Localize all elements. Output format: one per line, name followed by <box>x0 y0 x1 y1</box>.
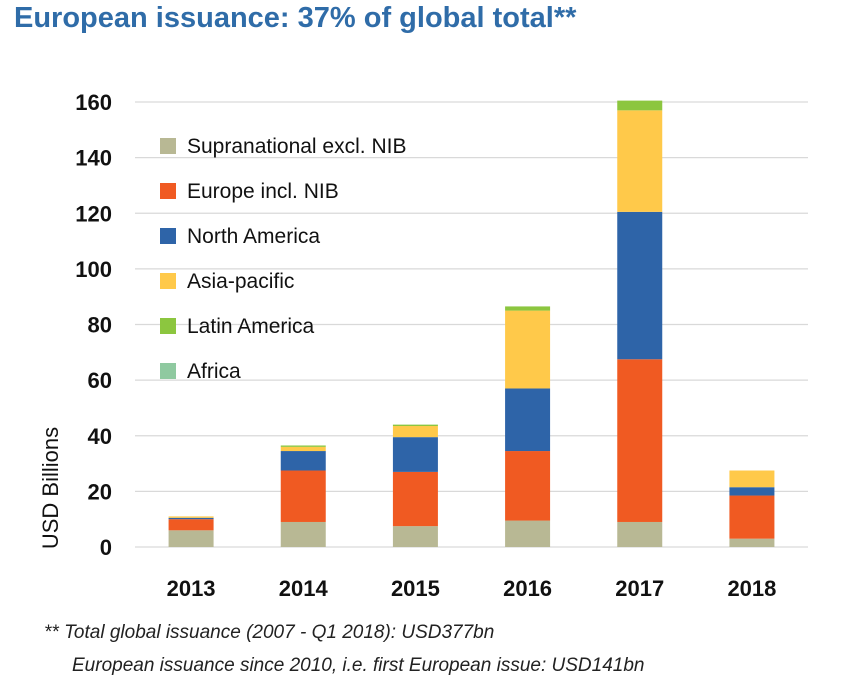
bar-segment <box>505 451 551 521</box>
y-tick-label: 120 <box>75 201 112 226</box>
bars <box>168 100 775 547</box>
x-tick-label: 2016 <box>503 576 552 601</box>
legend-label: North America <box>187 225 320 248</box>
bar-segment <box>505 388 551 452</box>
bar-segment <box>392 424 438 427</box>
footnote-2: European issuance since 2010, i.e. first… <box>72 655 645 676</box>
y-axis-tick-labels: 0 20 40 60 80 100 120 140 160 <box>75 90 112 560</box>
bar-segment <box>392 437 438 472</box>
bar-segment <box>168 519 214 531</box>
bar-segment <box>505 520 551 547</box>
x-tick-label: 2015 <box>391 576 440 601</box>
bar-segment <box>729 470 775 488</box>
legend-label: Supranational excl. NIB <box>187 135 406 158</box>
bar-segment <box>617 100 663 111</box>
legend-label: Europe incl. NIB <box>187 180 339 203</box>
legend-label: Africa <box>187 360 241 383</box>
bar-segment <box>280 470 326 522</box>
bar-segment <box>729 487 775 496</box>
bar-segment <box>392 471 438 527</box>
gridlines <box>135 101 808 548</box>
bar-segment <box>392 426 438 438</box>
x-tick-label: 2013 <box>167 576 216 601</box>
legend-swatch <box>160 183 176 199</box>
bar-segment <box>729 538 775 547</box>
legend-swatch <box>160 318 176 334</box>
legend: Supranational excl. NIB Europe incl. NIB N… <box>160 135 406 383</box>
bar-segment <box>168 517 214 520</box>
bar-segment <box>280 451 326 471</box>
bar-segment <box>168 530 214 547</box>
bar-segment <box>505 306 551 311</box>
x-tick-label: 2014 <box>279 576 329 601</box>
legend-label: Asia-pacific <box>187 270 294 293</box>
y-tick-label: 60 <box>88 368 112 393</box>
bar-segment <box>280 445 326 447</box>
bar-segment <box>729 495 775 539</box>
bar-segment <box>280 446 326 452</box>
bar-segment <box>617 359 663 522</box>
bar-segment <box>617 211 663 360</box>
bar-segment <box>280 521 326 547</box>
y-tick-label: 100 <box>75 257 112 282</box>
y-tick-label: 160 <box>75 90 112 115</box>
y-tick-label: 140 <box>75 146 112 171</box>
legend-swatch <box>160 228 176 244</box>
y-tick-label: 80 <box>88 313 112 338</box>
y-tick-label: 40 <box>88 424 112 449</box>
legend-swatch <box>160 138 176 154</box>
bar-segment <box>617 521 663 547</box>
bar-segment <box>168 516 214 518</box>
bar-segment <box>392 526 438 547</box>
bar-segment <box>617 110 663 212</box>
x-tick-label: 2017 <box>615 576 664 601</box>
y-axis-label: USD Billions <box>38 427 63 549</box>
bar-segment <box>505 310 551 389</box>
legend-label: Latin America <box>187 315 315 338</box>
x-tick-label: 2018 <box>727 576 776 601</box>
legend-swatch <box>160 273 176 289</box>
legend-swatch <box>160 363 176 379</box>
x-axis-tick-labels: 2013 2014 2015 2016 2017 2018 <box>167 576 777 601</box>
y-tick-label: 20 <box>88 479 112 504</box>
y-tick-label: 0 <box>100 535 112 560</box>
chart-title: European issuance: 37% of global total** <box>14 2 577 34</box>
footnote-1: ** Total global issuance (2007 - Q1 2018… <box>44 622 495 643</box>
